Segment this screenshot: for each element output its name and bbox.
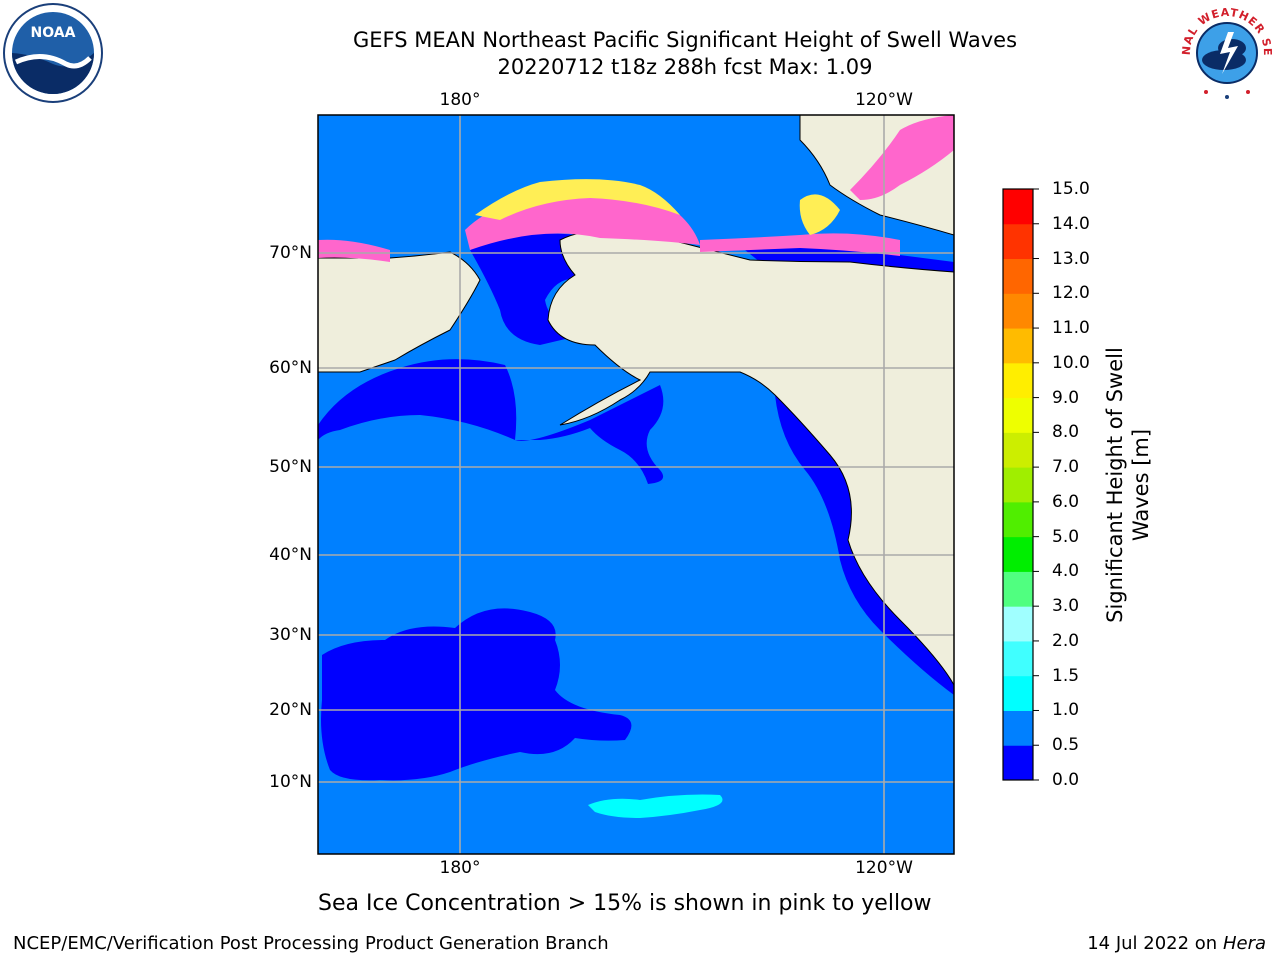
- colorbar-tick-label: 15.0: [1052, 179, 1090, 199]
- colorbar-segment: [1003, 293, 1033, 329]
- colorbar-segment: [1003, 571, 1033, 607]
- chart-title: GEFS MEAN Northeast Pacific Significant …: [352, 28, 1018, 52]
- colorbar-label: Significant Height of Swell Waves [m]: [1103, 347, 1153, 623]
- lat-tick-30n: 30°N: [269, 625, 312, 645]
- colorbar-tick-label: 0.5: [1052, 735, 1080, 756]
- nws-logo: NATIONAL WEATHER SERVICE: [1176, 2, 1276, 102]
- alaska-canada-landmass: [547, 229, 954, 687]
- bottom-tick-120w: 120°W: [855, 858, 913, 878]
- colorbar-tick-label: 11.0: [1052, 318, 1090, 339]
- colorbar-tick-label: 2.0: [1052, 630, 1080, 651]
- coastal-low-swell: [775, 395, 954, 695]
- siberia-landmass: [318, 251, 481, 373]
- footer-host: Hera: [1222, 933, 1266, 954]
- top-tick-180: 180°: [439, 90, 481, 110]
- colorbar-tick-label: 0.0: [1052, 770, 1080, 790]
- colorbar-tick-label: 9.0: [1052, 387, 1080, 408]
- top-tick-120w: 120°W: [855, 90, 913, 110]
- sea-ice-archipelago-edge: [799, 194, 840, 235]
- lat-tick-20n: 20°N: [269, 700, 312, 720]
- subtropical-low-swell-region: [321, 608, 632, 781]
- colorbar-segment: [1003, 640, 1033, 677]
- colorbar-segment: [1003, 397, 1033, 433]
- chart-subtitle: 20220712 t18z 288h fcst Max: 1.09: [497, 55, 873, 79]
- colorbar-tick-label: 8.0: [1052, 422, 1080, 443]
- lat-tick-70n: 70°N: [269, 243, 312, 263]
- sea-ice-beaufort: [700, 233, 900, 256]
- colorbar-segment: [1003, 710, 1033, 746]
- colorbar-tick-label: 1.0: [1052, 700, 1080, 721]
- colorbar-segment: [1003, 223, 1033, 260]
- sea-ice-archipelago: [850, 115, 954, 200]
- colorbar-tick-label: 4.0: [1052, 561, 1080, 582]
- colorbar-segment: [1003, 501, 1033, 538]
- sea-ice-chukchi-edge: [475, 179, 680, 220]
- noaa-logo-text: NOAA: [31, 25, 76, 41]
- colorbar-tick-label: 10.0: [1052, 352, 1090, 373]
- colorbar-segment: [1003, 258, 1033, 294]
- colorbar-segment: [1003, 675, 1033, 711]
- colorbar-segment: [1003, 745, 1033, 781]
- lat-tick-60n: 60°N: [269, 358, 312, 378]
- colorbar-segment: [1003, 328, 1033, 364]
- sea-ice-caption: Sea Ice Concentration > 15% is shown in …: [318, 891, 932, 916]
- colorbar-tick-label: 14.0: [1052, 213, 1090, 234]
- footer-credit: NCEP/EMC/Verification Post Processing Pr…: [13, 933, 609, 954]
- lat-tick-10n: 10°N: [269, 772, 312, 792]
- bering-sea-low-swell: [318, 359, 664, 484]
- colorbar-tick-label: 12.0: [1052, 283, 1090, 304]
- colorbar-tick-label: 1.5: [1052, 665, 1080, 686]
- colorbar-segment: [1003, 432, 1033, 468]
- colorbar-segment: [1003, 189, 1033, 225]
- colorbar-segment: [1003, 536, 1033, 572]
- swell-1-to-1.5m-patch: [588, 794, 723, 818]
- map-frame: [317, 114, 955, 855]
- colorbar-tick-label: 3.0: [1052, 596, 1080, 617]
- footer-date-text: 14 Jul 2022 on: [1087, 933, 1223, 954]
- colorbar-segment: [1003, 362, 1033, 399]
- colorbar-segment: [1003, 467, 1033, 503]
- sea-ice-east-siberian: [318, 239, 390, 262]
- colorbar: [1003, 188, 1039, 781]
- footer-date: 14 Jul 2022 on Hera: [1087, 933, 1266, 955]
- lat-tick-40n: 40°N: [269, 545, 312, 565]
- colorbar-tick-label: 5.0: [1052, 526, 1080, 547]
- colorbar-frame: [1002, 188, 1034, 781]
- bottom-tick-180: 180°: [439, 858, 481, 878]
- colorbar-segment: [1003, 606, 1033, 642]
- lat-tick-50n: 50°N: [269, 457, 312, 477]
- colorbar-tick-label: 6.0: [1052, 491, 1080, 512]
- colorbar-tick-label: 13.0: [1052, 248, 1090, 269]
- map-area: [318, 115, 954, 854]
- colorbar-tick-label: 7.0: [1052, 457, 1080, 478]
- graticule: [318, 115, 954, 854]
- noaa-logo: NOAA: [3, 3, 103, 103]
